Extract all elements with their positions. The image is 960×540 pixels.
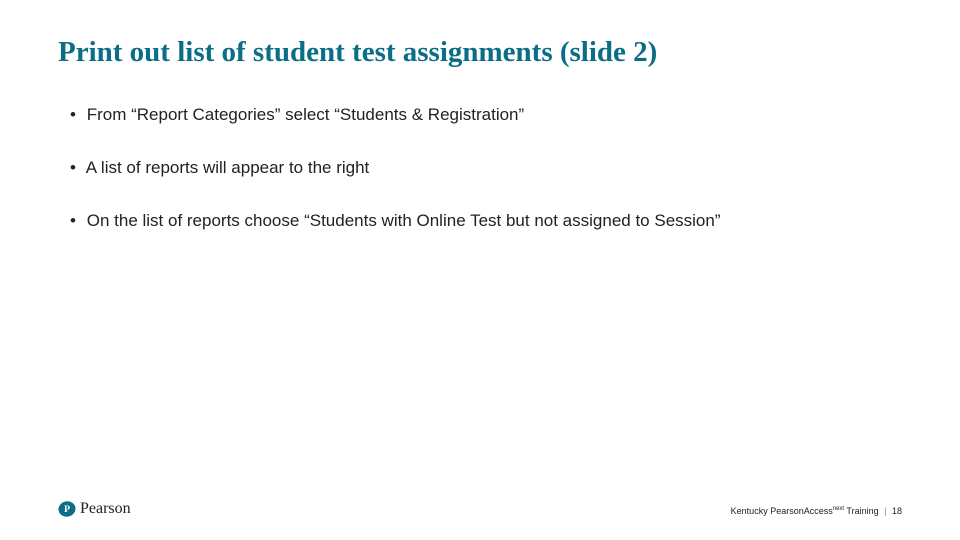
footer-text: Kentucky PearsonAccessnext Training | 18 bbox=[731, 506, 902, 516]
footer-separator: | bbox=[881, 506, 889, 516]
bullet-marker: • bbox=[70, 157, 82, 180]
bullet-text: A list of reports will appear to the rig… bbox=[86, 158, 369, 177]
bullet-text: On the list of reports choose “Students … bbox=[87, 211, 721, 230]
bullet-list: • From “Report Categories” select “Stude… bbox=[70, 104, 900, 263]
footer-training-sup: next bbox=[833, 506, 844, 512]
slide: Print out list of student test assignmen… bbox=[0, 0, 960, 540]
bullet-item: • A list of reports will appear to the r… bbox=[70, 157, 900, 180]
bullet-text: From “Report Categories” select “Student… bbox=[87, 105, 524, 124]
bullet-marker: • bbox=[70, 210, 82, 233]
bullet-item: • On the list of reports choose “Student… bbox=[70, 210, 900, 233]
slide-title: Print out list of student test assignmen… bbox=[58, 36, 657, 69]
page-number: 18 bbox=[892, 506, 902, 516]
pearson-logo-icon: P bbox=[58, 500, 76, 518]
footer-training-suffix: Training bbox=[844, 506, 879, 516]
svg-text:P: P bbox=[64, 504, 70, 515]
footer: P Pearson Kentucky PearsonAccessnext Tra… bbox=[0, 494, 960, 518]
pearson-logo: P Pearson bbox=[58, 500, 131, 518]
footer-training-prefix: Kentucky PearsonAccess bbox=[731, 506, 833, 516]
bullet-marker: • bbox=[70, 104, 82, 127]
bullet-item: • From “Report Categories” select “Stude… bbox=[70, 104, 900, 127]
pearson-logo-text: Pearson bbox=[80, 500, 131, 518]
